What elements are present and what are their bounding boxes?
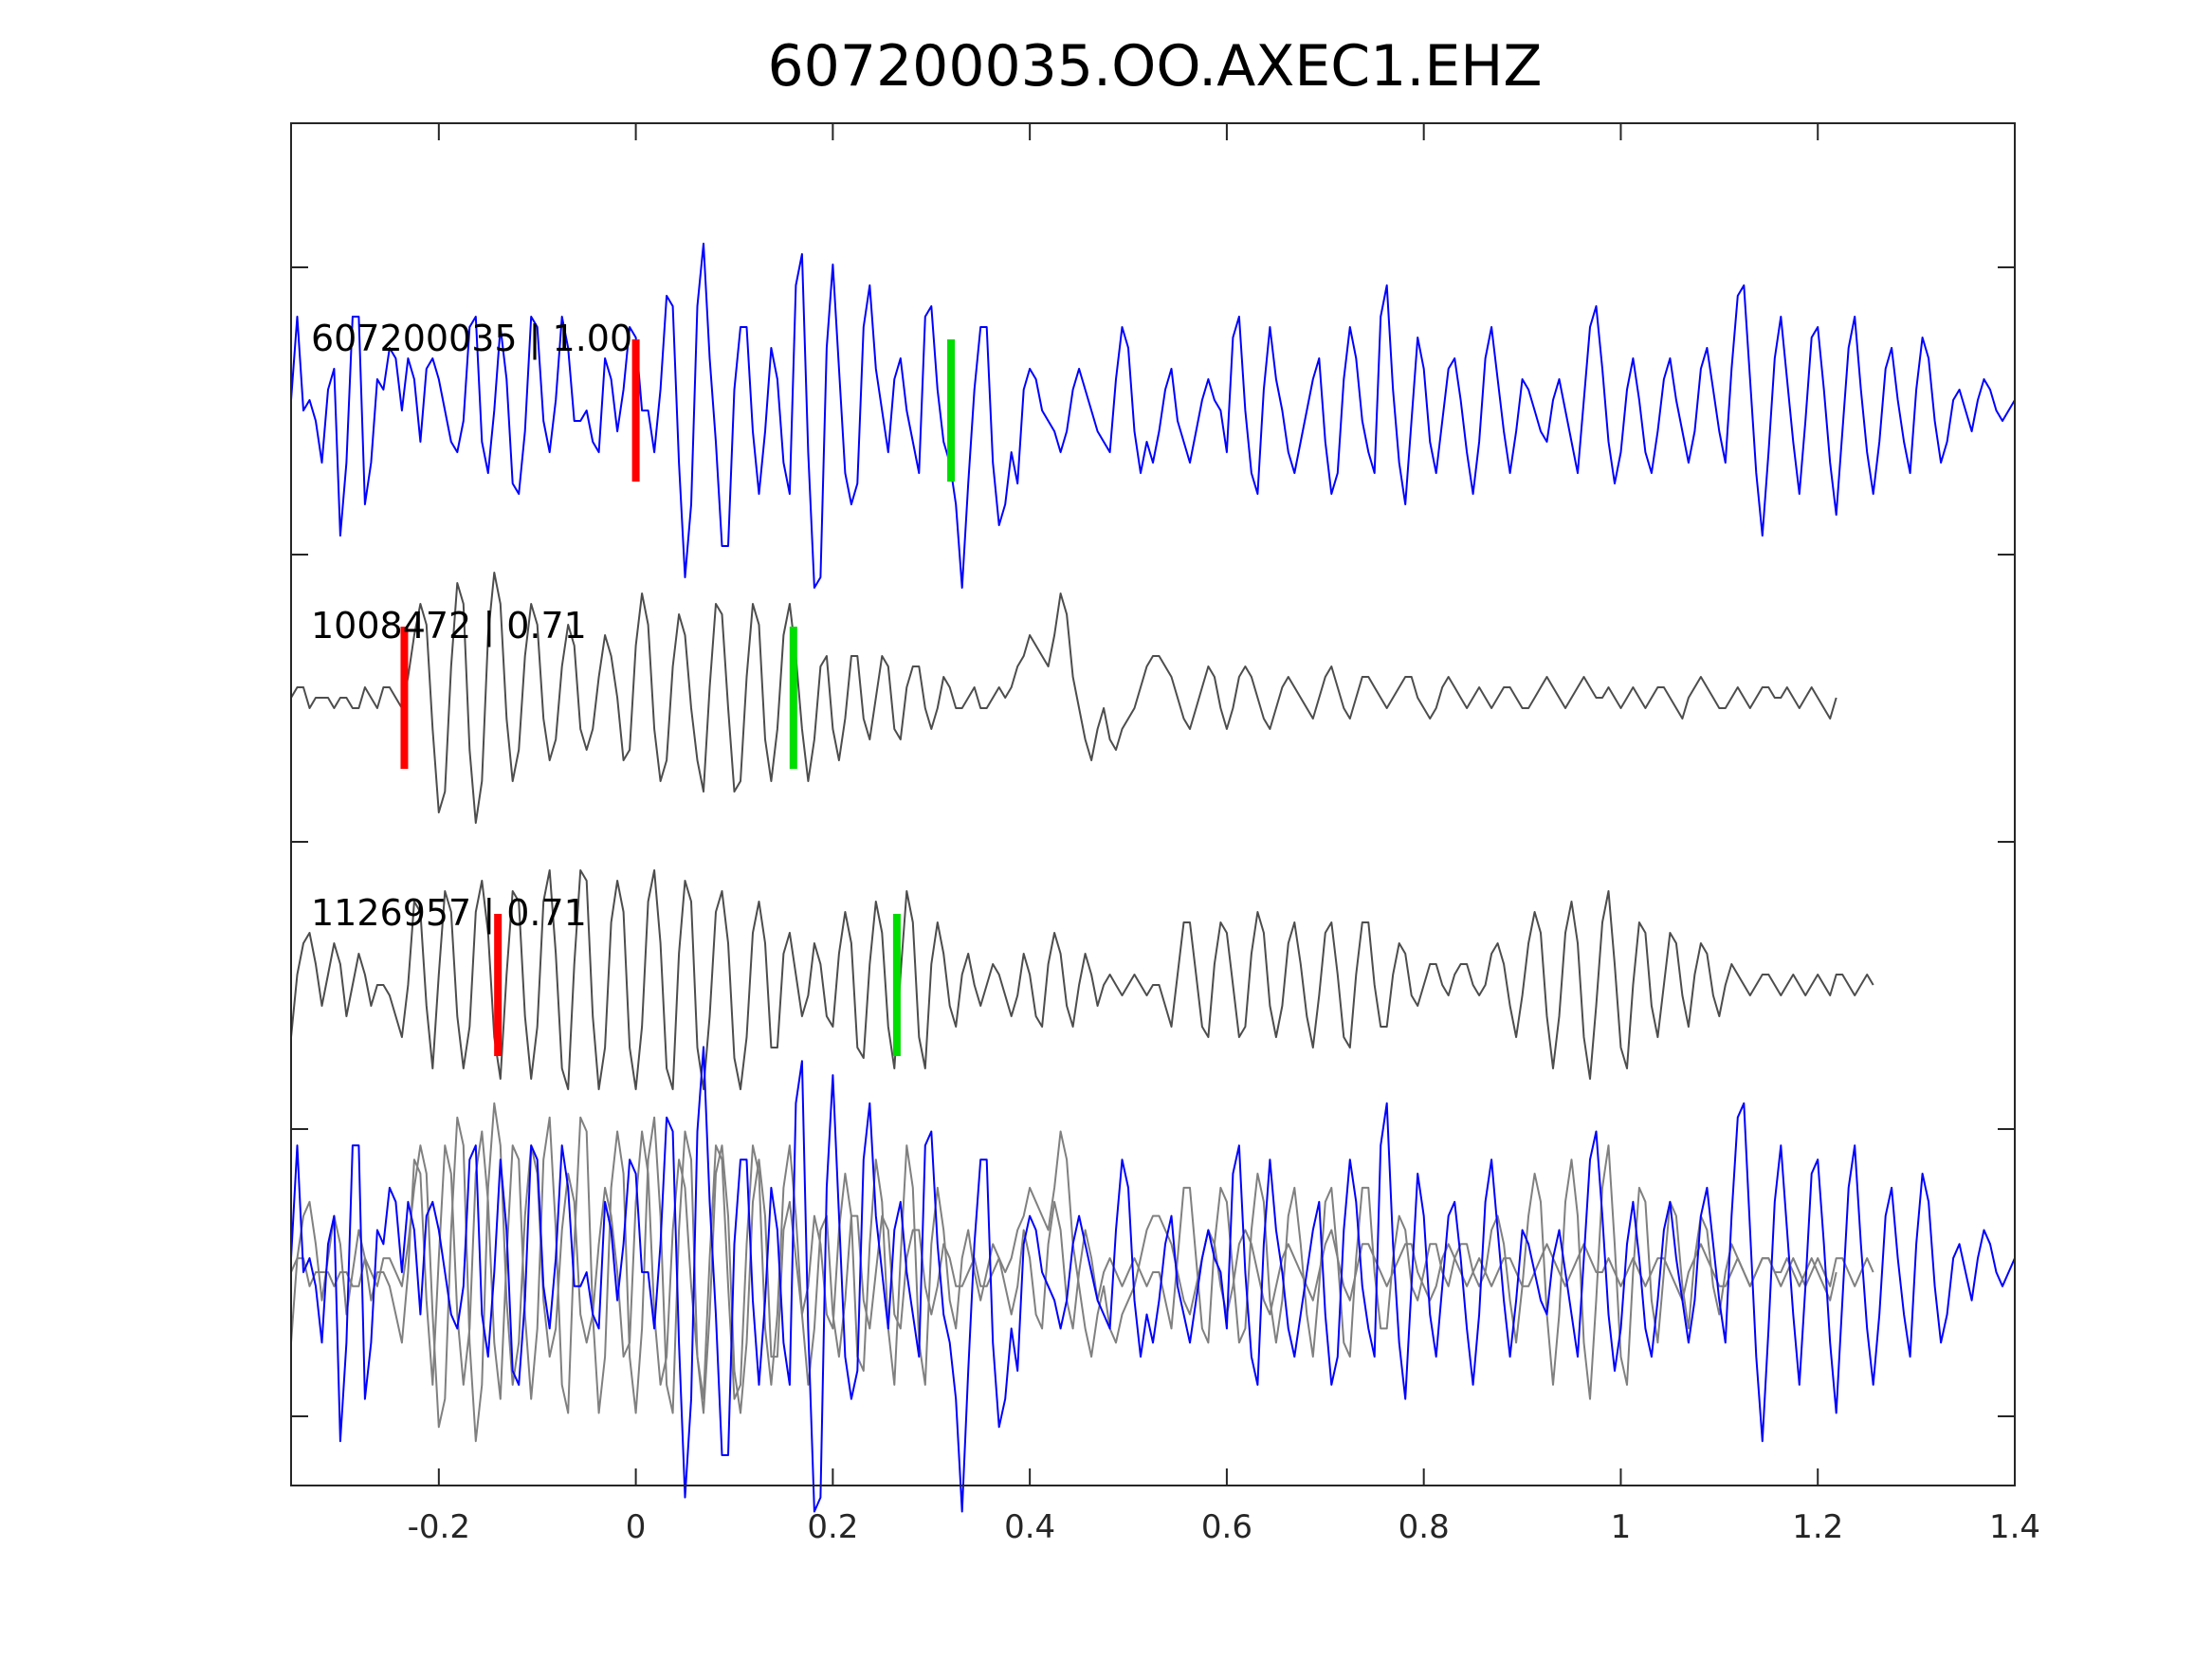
overlay-trace-1-line [290, 1046, 2016, 1513]
xtick-label-8: 1.2 [1792, 1508, 1843, 1546]
trace-2-label: 1008472 | 0.71 [311, 605, 587, 647]
overlay-trace-3-line [290, 1116, 1874, 1414]
xtick-label-5: 0.6 [1201, 1508, 1252, 1546]
xtick-label-2: 0 [626, 1508, 647, 1546]
overlay-trace-2-line [290, 1102, 1837, 1443]
xtick-label-3: 0.2 [807, 1508, 858, 1546]
xtick-label-4: 0.4 [1004, 1508, 1055, 1546]
xtick-label-1: -0.2 [408, 1508, 470, 1546]
axes-frame [290, 122, 2016, 1486]
xtick-label-6: 0.8 [1398, 1508, 1450, 1546]
trace-3-label: 1126957 | 0.71 [311, 892, 587, 935]
trace-1-line [290, 243, 2016, 589]
plot-area: 607200035 | 1.00 1008472 | 0.71 1126957 | … [290, 243, 2016, 1513]
trace-3-line [290, 869, 1874, 1090]
trace-2-line [290, 572, 1837, 824]
xtick-label-9: 1.4 [1989, 1508, 2040, 1546]
xtick-label-7: 1 [1611, 1508, 1632, 1546]
chart-title: 607200035.OO.AXEC1.EHZ [767, 33, 1542, 100]
axes: -0.2 0 0.2 0.4 0.6 0.8 1 1.2 1.4 [291, 123, 2040, 1546]
trace-1-label: 607200035 | 1.00 [311, 318, 632, 360]
